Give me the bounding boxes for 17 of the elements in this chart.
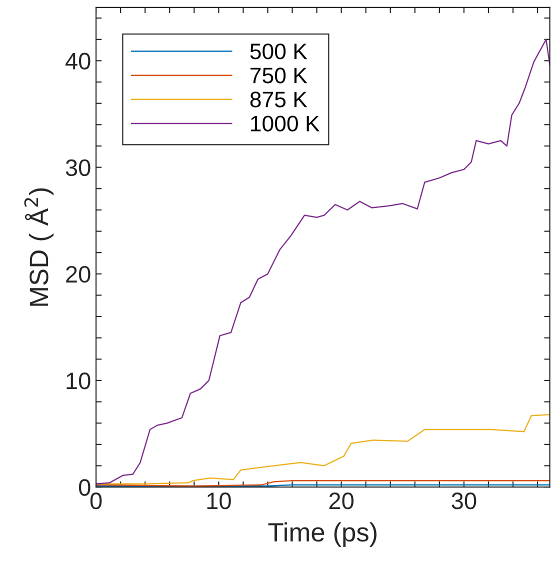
legend-label: 875 K xyxy=(250,92,308,108)
legend-label: 1000 K xyxy=(251,116,320,132)
x-tick-label: 30 xyxy=(452,492,476,510)
legend-label: 750 K xyxy=(250,68,308,84)
legend-label: 500 K xyxy=(250,44,308,60)
y-tick-label: 20 xyxy=(66,266,90,283)
line-series xyxy=(96,414,550,484)
x-tick-label: 20 xyxy=(329,492,354,510)
y-tick-label: 40 xyxy=(65,52,90,70)
line-series xyxy=(96,38,550,484)
y-axis-title: MSD ( Å$^{2}$) xyxy=(24,188,54,306)
y-tick-label: 10 xyxy=(66,372,90,390)
x-tick-label: 10 xyxy=(207,492,231,510)
y-tick-label: 30 xyxy=(66,159,90,176)
y-tick-label: 0 xyxy=(78,479,90,496)
x-tick-label: 0 xyxy=(90,492,102,510)
x-axis-title: Time (ps) xyxy=(268,522,376,547)
